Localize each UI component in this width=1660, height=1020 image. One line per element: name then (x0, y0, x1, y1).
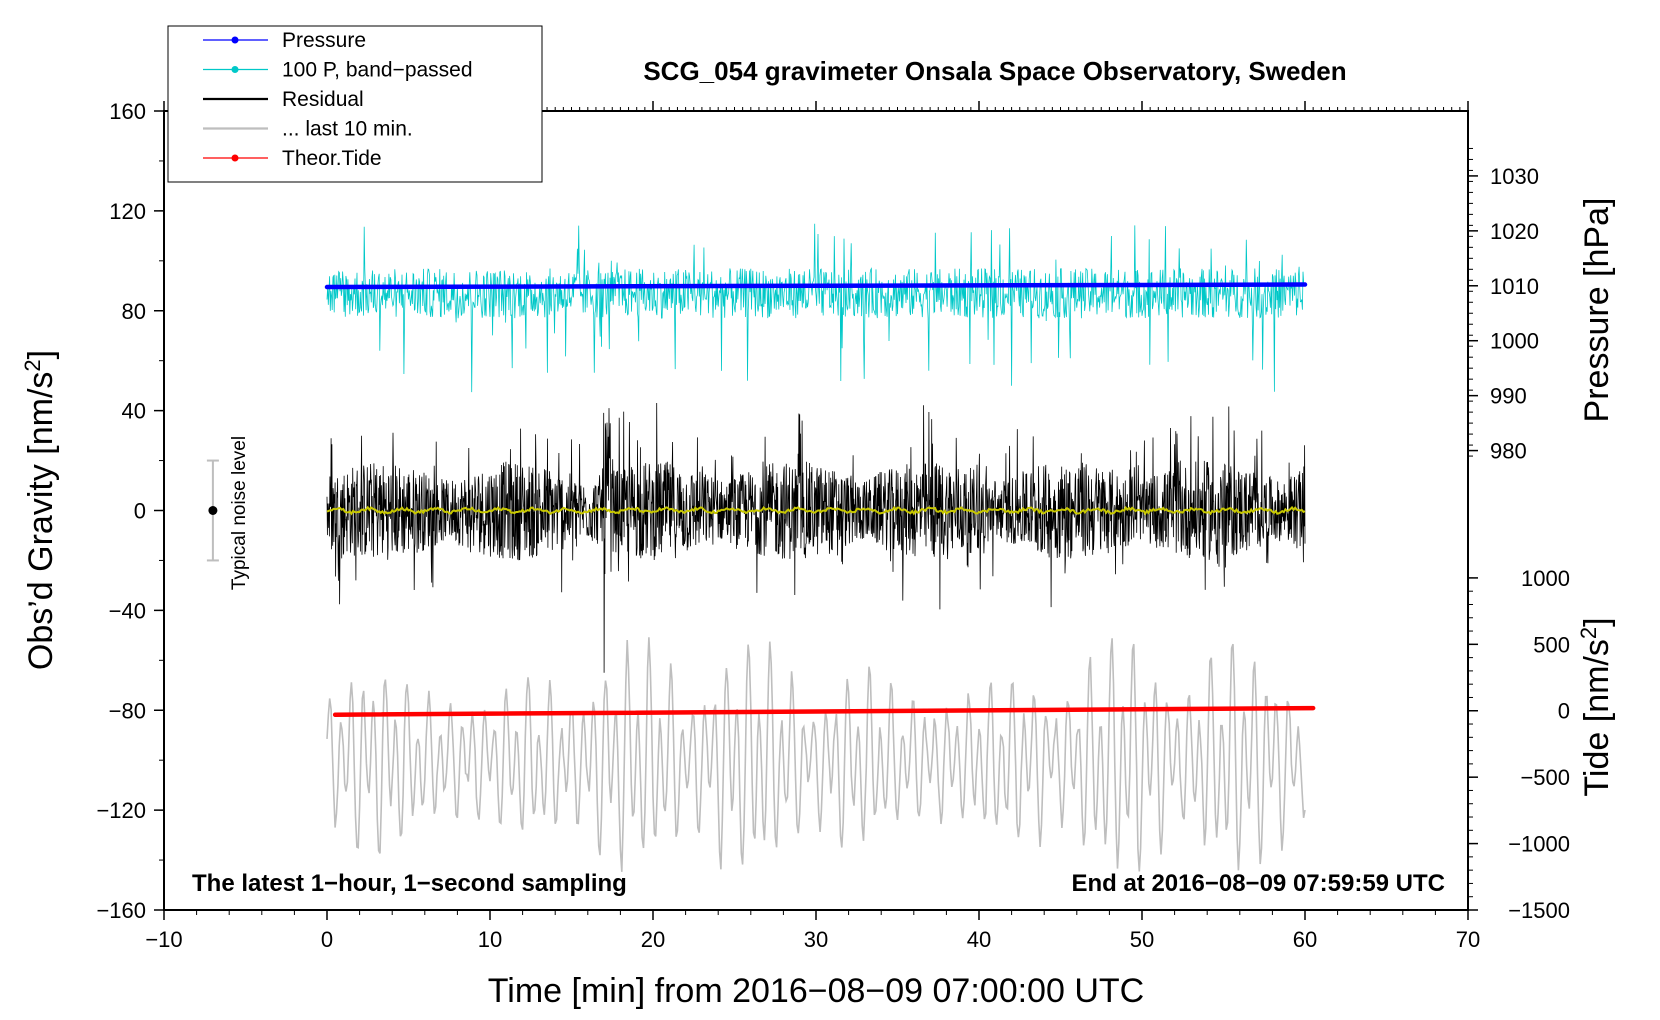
y-axis-label-end: ] (22, 350, 60, 359)
pressure-line (324, 282, 1308, 290)
tide-tick-label: 0 (1558, 699, 1570, 724)
x-tick-label: 70 (1456, 927, 1480, 952)
tide-line (332, 705, 1316, 717)
y-tick-label: −120 (96, 798, 146, 823)
last-10-min-series (326, 637, 1306, 872)
legend-marker (231, 66, 239, 73)
x-tick-label: 0 (321, 927, 333, 952)
legend-marker (231, 154, 239, 162)
y-tick-label: −40 (109, 598, 146, 623)
legend-marker (231, 36, 239, 44)
noise-indicator-label: Typical noise level (229, 436, 250, 590)
tide-axis-label-sup: 2 (1576, 627, 1601, 639)
legend-label: Theor.Tide (282, 147, 382, 170)
y-tick-label: 120 (109, 199, 146, 224)
tide-axis-label-text: Tide [nm/s (1578, 639, 1616, 796)
tide-tick-label: −1500 (1508, 898, 1570, 923)
noise-center-dot (208, 506, 218, 515)
legend-label: 100 P, band−passed (282, 59, 473, 82)
pressure-axis-ticks: 980 990 1000 1010 1020 1030 (1468, 147, 1539, 464)
pressure-axis-label: Pressure [hPa] (1578, 198, 1616, 423)
y-axis-label-sup: 2 (20, 359, 45, 371)
legend-box (167, 25, 543, 183)
y-tick-label: 80 (122, 299, 146, 324)
x-tick-label: 10 (478, 927, 502, 952)
end-time-note: End at 2016−08−09 07:59:59 UTC (1071, 870, 1445, 897)
x-axis-label: Time [min] from 2016−08−09 07:00:00 UTC (488, 972, 1144, 1010)
sampling-note: The latest 1−hour, 1−second sampling (192, 870, 627, 897)
y-tick-label: 160 (109, 99, 146, 124)
x-tick-label: 60 (1293, 927, 1317, 952)
chart-title: SCG_054 gravimeter Onsala Space Observat… (643, 56, 1346, 86)
residual-smoothed-line (326, 505, 1306, 516)
legend-label: Residual (282, 88, 364, 111)
pressure-tick-label: 990 (1490, 384, 1527, 409)
x-tick-label: 30 (804, 927, 828, 952)
legend: Pressure 100 P, band−passed Residual ... la… (167, 25, 543, 183)
band-passed-pressure-series (326, 223, 1306, 393)
tide-axis-label: Tide [nm/s2] (1576, 617, 1616, 796)
y-tick-label: −160 (96, 898, 146, 923)
tide-tick-label: −500 (1520, 765, 1570, 790)
pressure-tick-label: 1000 (1490, 329, 1539, 354)
y-tick-label: −80 (109, 698, 146, 723)
tide-tick-label: −1000 (1508, 832, 1570, 857)
x-tick-label: −10 (145, 927, 182, 952)
residual-line (326, 402, 1306, 673)
x-tick-label: 40 (967, 927, 991, 952)
theoretical-tide-series (332, 705, 1316, 717)
x-tick-label: 50 (1130, 927, 1154, 952)
legend-label: ... last 10 min. (282, 118, 413, 141)
tide-axis-label-end: ] (1578, 617, 1616, 626)
y-tick-label: 0 (134, 499, 146, 524)
pressure-tick-label: 1030 (1490, 164, 1539, 189)
pressure-tick-label: 1010 (1490, 274, 1539, 299)
pressure-tick-label: 1020 (1490, 219, 1539, 244)
x-tick-label: 20 (641, 927, 665, 952)
residual-smoothed-series (326, 505, 1306, 516)
y-tick-label: 40 (122, 399, 146, 424)
legend-label: Pressure (282, 29, 366, 52)
residual-series (326, 402, 1306, 673)
typical-noise-indicator: Typical noise level (206, 436, 250, 590)
y-axis-ticks: −160 −120 −80 −40 0 40 80 120 160 (96, 99, 164, 923)
tide-axis-ticks: −1500 −1000 −500 0 500 1000 (1468, 566, 1570, 923)
pressure-tick-label: 980 (1490, 439, 1527, 464)
x-axis-ticks: −10 0 10 20 30 40 50 60 70 (145, 101, 1480, 952)
y-axis-label: Obs’d Gravity [nm/s2] (20, 350, 60, 670)
pressure-series (324, 282, 1308, 290)
last-10-min-line (326, 637, 1306, 872)
y-axis-label-text: Obs’d Gravity [nm/s (22, 372, 60, 671)
tide-tick-label: 500 (1533, 632, 1570, 657)
band-passed-line (326, 223, 1306, 393)
tide-tick-label: 1000 (1521, 566, 1570, 591)
